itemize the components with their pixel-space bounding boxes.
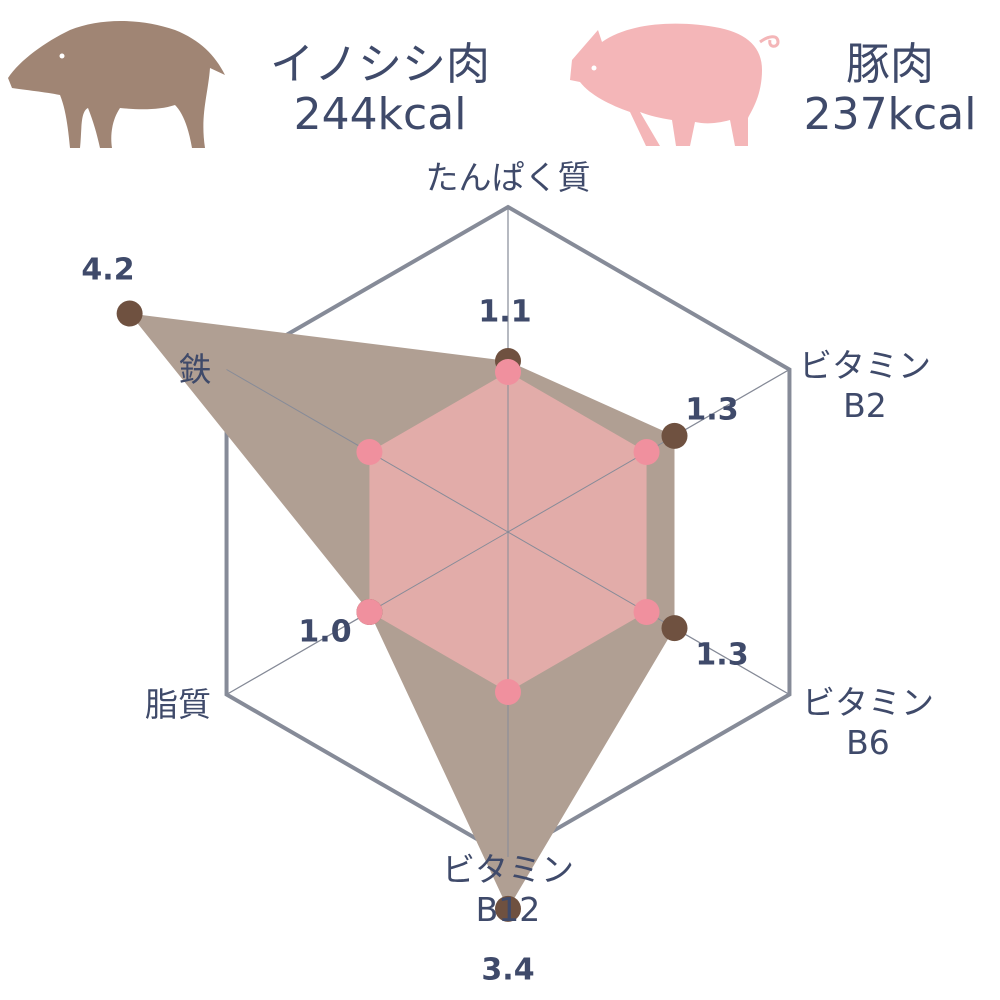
axis-label-fat: 脂質 [145, 685, 211, 724]
axis-label-b6: ビタミン B6 [802, 683, 934, 762]
value-label-b2: 1.3 [685, 392, 739, 428]
data-point-1-1 [633, 439, 660, 465]
value-label-fat: 1.0 [298, 614, 352, 650]
axis-label-b12: ビタミン B12 [442, 850, 574, 929]
pig-kcal: 237kcal [803, 89, 977, 140]
boar-icon [8, 21, 225, 148]
axis-label-iron: 鉄 [178, 350, 212, 389]
boar-name: イノシシ肉 [270, 39, 490, 90]
data-point-0-2 [661, 615, 688, 642]
data-point-1-4 [356, 599, 383, 625]
data-point-0-3 [495, 895, 521, 922]
data-point-0-5 [116, 300, 143, 327]
data-point-1-3 [495, 679, 521, 705]
value-label-iron: 4.2 [81, 252, 135, 288]
data-point-1-0 [495, 359, 521, 385]
value-label-b6: 1.3 [695, 637, 749, 673]
data-point-1-2 [633, 599, 660, 625]
data-point-0-1 [661, 422, 688, 449]
axis-label-protein: たんぱく質 [425, 158, 591, 197]
value-label-protein: 1.1 [478, 294, 532, 330]
axis-label-b2: ビタミン B2 [799, 346, 931, 425]
boar-kcal: 244kcal [293, 89, 467, 140]
pig-icon [570, 23, 780, 147]
pig-name: 豚肉 [846, 39, 934, 90]
data-point-1-5 [356, 439, 383, 465]
value-label-b12: 3.4 [481, 952, 535, 988]
